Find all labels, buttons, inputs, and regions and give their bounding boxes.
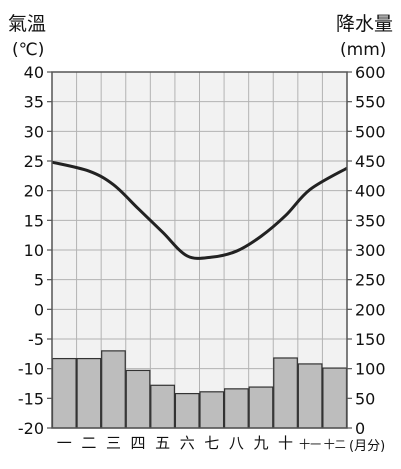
right-axis-tick-label: 250	[355, 271, 386, 290]
left-axis-tick-label: 30	[24, 122, 44, 141]
right-axis-tick-label: 600	[355, 63, 386, 82]
left-axis-unit: (℃)	[12, 40, 44, 60]
month-label: 十二	[324, 437, 346, 451]
x-axis-unit: (月分)	[349, 439, 385, 454]
left-axis-tick-label: -10	[18, 360, 44, 379]
month-label: 八	[229, 434, 244, 452]
right-axis-tick-label: 500	[355, 122, 386, 141]
right-axis-unit: (mm)	[340, 40, 386, 60]
left-axis-tick-label: -15	[18, 389, 44, 408]
month-label: 二	[81, 434, 96, 452]
month-label: 四	[131, 434, 146, 452]
month-label: 一	[57, 434, 72, 452]
month-label: 三	[106, 434, 121, 452]
right-axis-tick-label: 550	[355, 93, 386, 112]
right-axis-tick-label: 150	[355, 330, 386, 349]
left-axis-tick-label: 5	[34, 271, 44, 290]
temperature-line	[51, 160, 348, 260]
precipitation-bar	[297, 363, 323, 429]
plot-area: -20-15-10-505101520253035400501001502002…	[18, 63, 386, 454]
precipitation-bar	[101, 350, 126, 429]
precipitation-bar	[273, 357, 298, 429]
right-axis-tick-label: 400	[355, 182, 386, 201]
month-label: 六	[180, 434, 195, 452]
left-axis-tick-label: 35	[24, 93, 44, 112]
right-axis-tick-label: 350	[355, 211, 386, 230]
month-label: 九	[253, 434, 268, 452]
left-axis-tick-label: 10	[24, 241, 44, 260]
precipitation-bar	[199, 391, 225, 429]
left-axis-tick-label: -5	[28, 330, 44, 349]
left-axis-tick-label: -20	[18, 419, 44, 438]
right-axis-tick-label: 100	[355, 360, 386, 379]
precipitation-bar	[150, 384, 176, 429]
left-axis-tick-label: 25	[24, 152, 44, 171]
left-axis-tick-label: 15	[24, 211, 44, 230]
left-axis-tick-label: 20	[24, 182, 44, 201]
month-label: 十一	[299, 437, 321, 451]
precipitation-bar	[248, 386, 274, 429]
right-axis-tick-label: 200	[355, 300, 386, 319]
precipitation-bar	[76, 357, 102, 429]
right-axis-tick-label: 0	[355, 419, 365, 438]
month-label: 十	[278, 434, 293, 452]
left-axis-tick-label: 0	[34, 300, 44, 319]
precipitation-bar	[322, 367, 348, 429]
month-label: 五	[155, 434, 170, 452]
left-axis-tick-label: 40	[24, 63, 44, 82]
left-axis-title: 氣溫	[8, 13, 46, 35]
right-axis-title: 降水量	[336, 13, 393, 35]
right-axis-tick-label: 300	[355, 241, 386, 260]
right-axis-tick-label: 50	[355, 389, 375, 408]
month-label: 七	[204, 434, 219, 452]
precipitation-bar	[174, 392, 200, 429]
right-axis-tick-label: 450	[355, 152, 386, 171]
precipitation-bar	[125, 369, 151, 429]
precipitation-bar	[223, 388, 249, 429]
precipitation-bar	[51, 357, 77, 429]
